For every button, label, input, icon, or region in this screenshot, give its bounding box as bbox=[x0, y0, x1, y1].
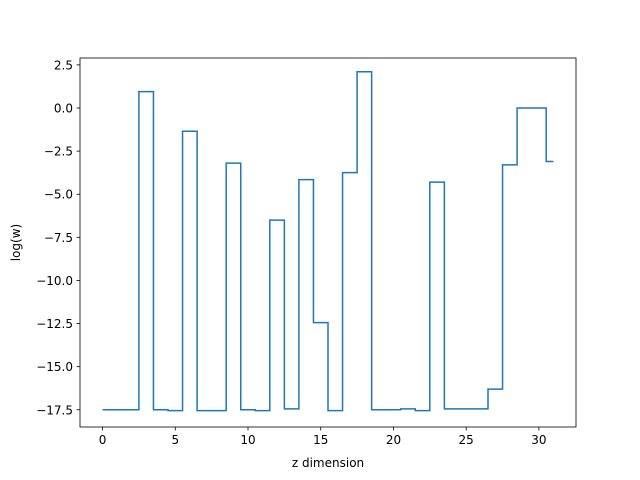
y-tick-label: 2.5 bbox=[54, 58, 73, 72]
y-axis-ticks: 2.5 0.0 −2.5 −5.0 −7.5 −10.0 −12.5 −15.0 −17.5 bbox=[36, 58, 80, 417]
y-tick-label: 0.0 bbox=[54, 102, 73, 116]
y-axis-label: log(w) bbox=[9, 224, 23, 261]
y-tick-label: −5.0 bbox=[44, 188, 73, 202]
x-tick-label: 25 bbox=[459, 433, 474, 447]
y-tick-label: −10.0 bbox=[36, 274, 73, 288]
x-tick-label: 20 bbox=[386, 433, 401, 447]
y-tick-label: −15.0 bbox=[36, 360, 73, 374]
x-tick-label: 0 bbox=[99, 433, 107, 447]
plot-area-frame bbox=[79, 57, 577, 428]
y-tick-label: −2.5 bbox=[44, 145, 73, 159]
y-tick-label: −17.5 bbox=[36, 403, 73, 417]
x-tick-label: 5 bbox=[171, 433, 179, 447]
x-tick-label: 10 bbox=[240, 433, 255, 447]
x-axis-label: z dimension bbox=[292, 456, 364, 470]
y-tick-label: −12.5 bbox=[36, 317, 73, 331]
x-axis-ticks: 0 5 10 15 20 25 30 bbox=[99, 427, 547, 447]
x-tick-label: 30 bbox=[531, 433, 546, 447]
series-line bbox=[102, 71, 554, 412]
x-tick-label: 15 bbox=[313, 433, 328, 447]
y-tick-label: −7.5 bbox=[44, 231, 73, 245]
